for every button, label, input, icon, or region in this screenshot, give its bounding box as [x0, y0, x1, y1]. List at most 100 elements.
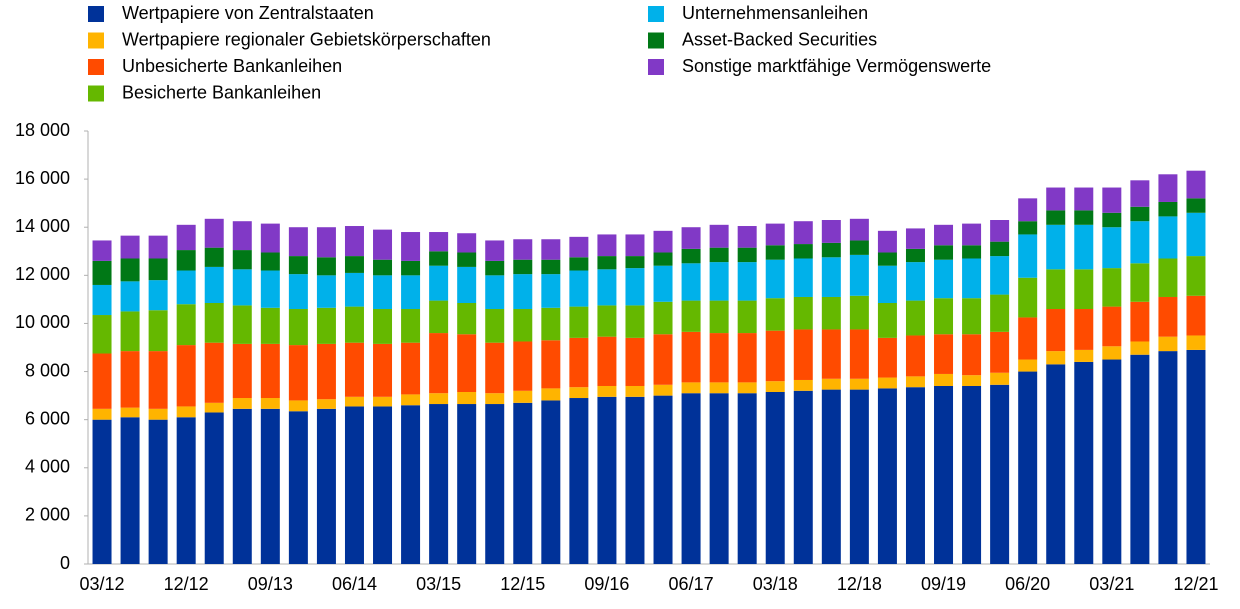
bar-segment [176, 406, 196, 418]
bar-segment [513, 402, 533, 564]
bar-segment [288, 227, 308, 257]
bar-segment [513, 309, 533, 342]
bar-segment [148, 280, 168, 311]
bar-segment [653, 301, 673, 335]
bar-segment [344, 256, 364, 273]
bar-segment [232, 343, 252, 399]
bar-segment [765, 330, 785, 382]
bar-segment [793, 221, 813, 245]
bar-segment [681, 331, 701, 383]
bar-segment [569, 257, 589, 271]
bar-segment [990, 241, 1010, 257]
bar-segment [625, 305, 645, 338]
x-tick-label: 06/20 [1005, 574, 1050, 594]
bar-segment [485, 275, 505, 310]
y-tick-label: 12 000 [15, 264, 70, 284]
bar-segment [1018, 221, 1038, 235]
bar-segment [1158, 201, 1178, 217]
bar-segment [849, 389, 869, 564]
bar-segment [737, 300, 757, 334]
bar-segment [681, 300, 701, 332]
bar-segment [1130, 221, 1150, 264]
legend-label: Besicherte Bankanleihen [122, 82, 321, 102]
bar-segment [569, 337, 589, 388]
bar-segment [401, 309, 421, 343]
bar-segment [344, 226, 364, 257]
bar-segment [821, 220, 841, 243]
bar-segment [92, 260, 112, 285]
bar-segment [120, 258, 140, 282]
bar-segment [793, 258, 813, 297]
bar-segment [905, 300, 925, 336]
bar-segment [597, 269, 617, 306]
bar-segment [625, 234, 645, 257]
y-tick-label: 18 000 [15, 120, 70, 140]
bar-segment [990, 372, 1010, 385]
legend-label: Wertpapiere regionaler Gebietskörperscha… [122, 29, 491, 49]
bar-segment [316, 343, 336, 400]
bar-segment [653, 265, 673, 302]
bar-segment [260, 398, 280, 409]
bar-segment [457, 404, 477, 564]
bar-segment [288, 345, 308, 401]
y-tick-label: 14 000 [15, 216, 70, 236]
bar-segment [849, 378, 869, 390]
bar-segment [569, 270, 589, 307]
bar-segment [513, 390, 533, 403]
bar-segment [1158, 351, 1178, 564]
bar-segment [821, 242, 841, 258]
bar-segment [1046, 187, 1066, 211]
bar-segment [260, 408, 280, 564]
bar-segment [373, 259, 393, 276]
bar-segment [260, 343, 280, 399]
bar-segment [373, 309, 393, 344]
bar-segment [849, 240, 869, 255]
bar-segment [120, 351, 140, 408]
bar-segment [401, 260, 421, 276]
x-tick-label: 12/18 [837, 574, 882, 594]
bar-segment [1102, 227, 1122, 269]
bar-segment [429, 300, 449, 334]
bar-segment [905, 335, 925, 377]
bar-segment [120, 417, 140, 564]
bar-segment [92, 240, 112, 261]
bar-segment [513, 239, 533, 260]
bar-segment [821, 378, 841, 390]
bar-segment [176, 417, 196, 564]
bar-segment [204, 302, 224, 343]
bar-segment [1130, 301, 1150, 342]
bar-segment [316, 275, 336, 308]
legend-swatch [88, 59, 104, 75]
bar-segment [176, 345, 196, 407]
bar-segment [232, 398, 252, 409]
y-tick-label: 2 000 [25, 505, 70, 525]
bar-segment [569, 387, 589, 399]
bar-segment [793, 329, 813, 380]
bar-segment [597, 234, 617, 257]
bar-segment [877, 302, 897, 338]
bar-segment [1046, 224, 1066, 270]
legend-swatch [648, 6, 664, 22]
bar-segment [401, 275, 421, 310]
bar-segment [316, 399, 336, 409]
bar-segment [401, 394, 421, 406]
bar-segment [1018, 198, 1038, 222]
bar-segment [1186, 170, 1206, 199]
bar-segment [1102, 346, 1122, 360]
bar-segment [541, 259, 561, 275]
bar-segment [765, 223, 785, 246]
bar-segment [681, 227, 701, 249]
bar-segment [1130, 206, 1150, 222]
bar-segment [1046, 309, 1066, 352]
bar-segment [793, 379, 813, 391]
bar-segment [737, 262, 757, 301]
bar-segment [1186, 212, 1206, 257]
bar-segment [1130, 263, 1150, 302]
legend-swatch [648, 32, 664, 49]
bar-segment [1158, 336, 1178, 352]
bar-segment [1158, 258, 1178, 297]
bar-segment [821, 329, 841, 379]
bar-segment [92, 353, 112, 409]
x-tick-label: 12/15 [500, 574, 545, 594]
bar-segment [457, 302, 477, 335]
